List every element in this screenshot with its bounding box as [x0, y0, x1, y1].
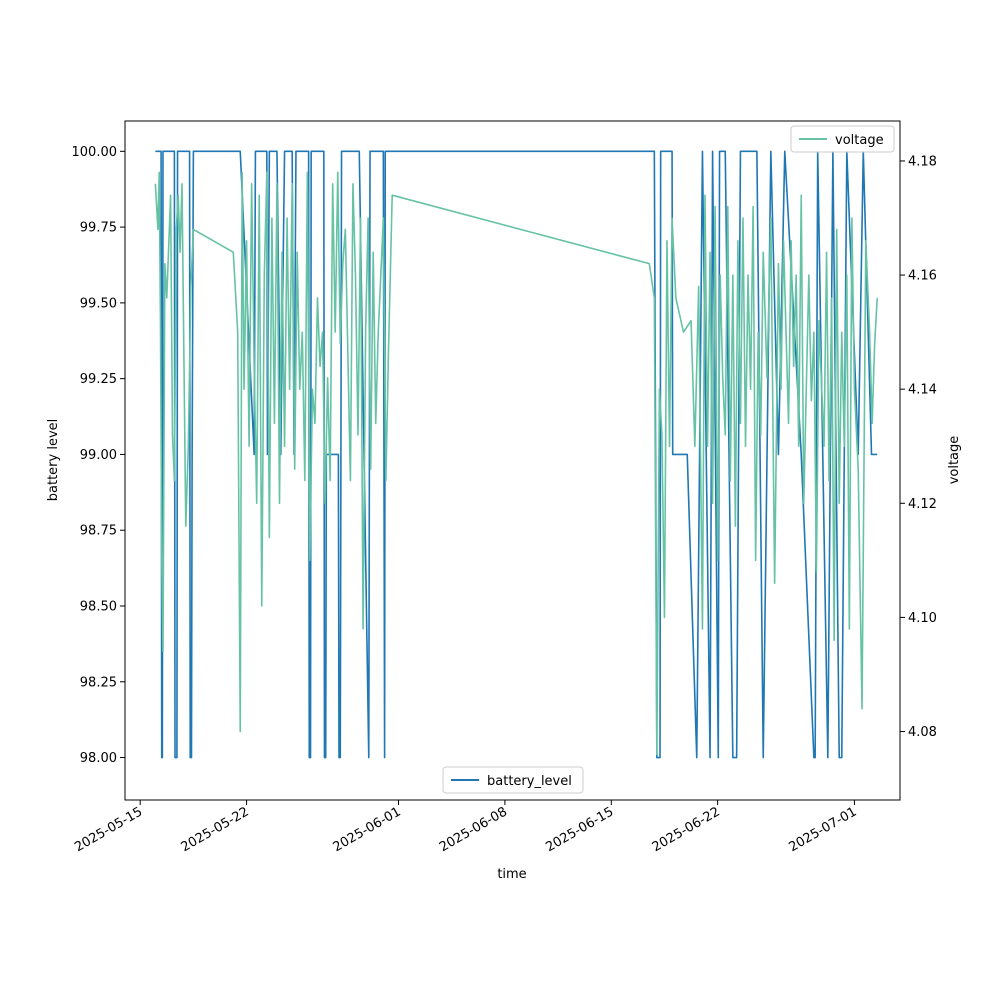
- legend-box: [790, 125, 895, 153]
- legend-label-battery-level: battery_level: [487, 774, 572, 789]
- plot-frame: [124, 120, 901, 801]
- y2-tick-label: 4.12: [908, 497, 937, 512]
- y-tick-label: 98.75: [80, 524, 117, 539]
- y-tick-label: 98.25: [80, 675, 117, 690]
- y-axis-right: 4.08 4.10 4.12 4.14 4.16 4.18: [900, 154, 937, 740]
- legend-box: [442, 766, 584, 794]
- series-line-voltage: [154, 171, 879, 756]
- y-tick-label: 99.00: [80, 448, 117, 463]
- y2-tick-label: 4.08: [908, 725, 937, 740]
- y2-tick-label: 4.18: [908, 154, 937, 169]
- y-tick-label: 98.50: [80, 600, 117, 615]
- y-axis-label: battery level: [46, 419, 61, 502]
- y-tick-label: 98.00: [80, 751, 117, 766]
- y-tick-label: 99.75: [80, 221, 117, 236]
- plot-area: [124, 120, 901, 801]
- y2-tick-label: 4.10: [908, 611, 937, 626]
- legend-label-voltage: voltage: [835, 133, 884, 148]
- x-axis-label: time: [497, 867, 526, 882]
- series-layer: [154, 150, 879, 759]
- y-tick-label: 99.50: [80, 296, 117, 311]
- legend-voltage: voltage: [790, 125, 895, 153]
- y-axis-left: 98.00 98.25 98.50 98.75 99.00 99.25 99.50 99.75…: [72, 145, 125, 766]
- legend-battery-level: battery_level: [442, 766, 584, 794]
- y2-axis-label: voltage: [947, 436, 962, 485]
- y-tick-label: 99.25: [80, 372, 117, 387]
- y2-tick-label: 4.14: [908, 383, 937, 398]
- y2-tick-label: 4.16: [908, 269, 937, 284]
- y-tick-label: 100.00: [72, 145, 118, 160]
